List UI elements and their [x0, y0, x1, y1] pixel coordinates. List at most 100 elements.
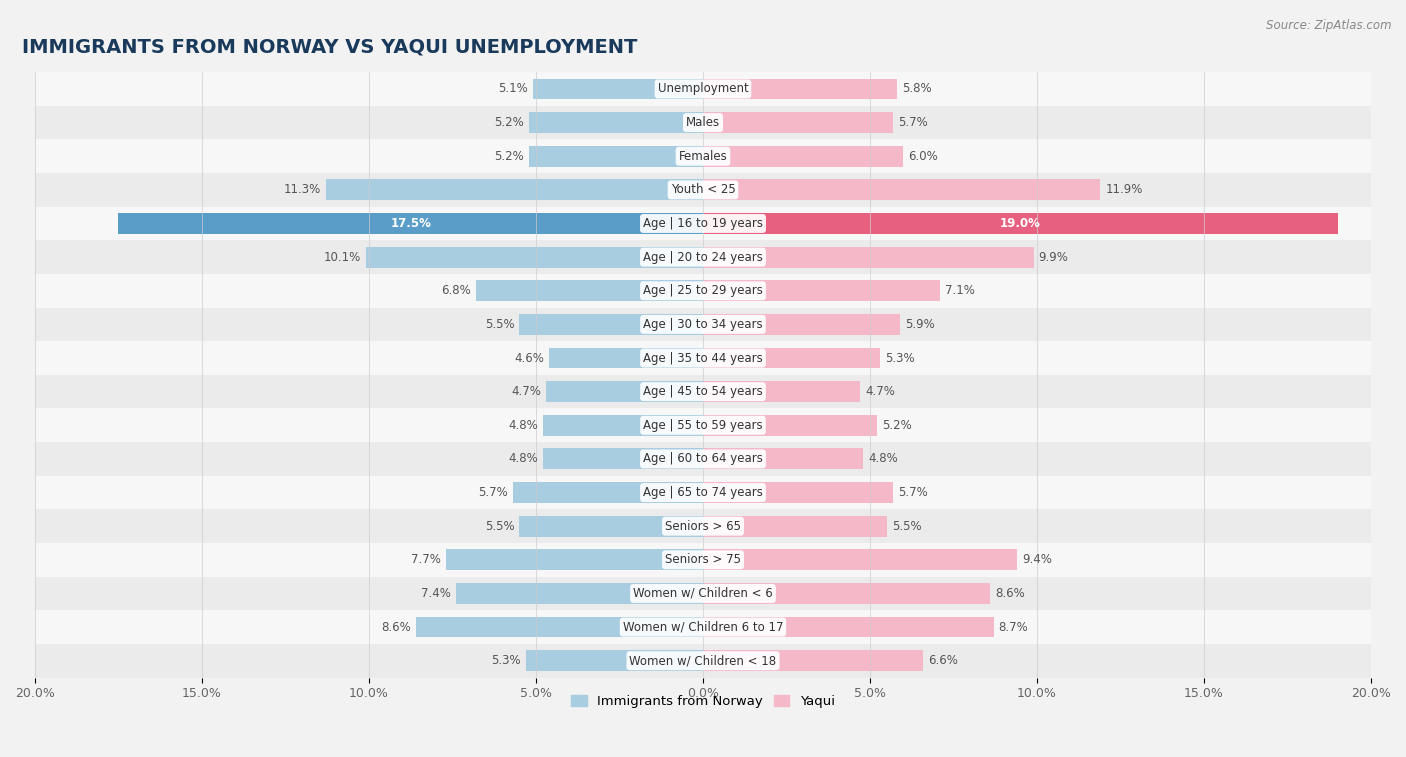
FancyBboxPatch shape [35, 475, 1371, 509]
Text: 4.7%: 4.7% [865, 385, 894, 398]
Bar [703, 347, 880, 369]
FancyBboxPatch shape [35, 274, 1371, 307]
FancyBboxPatch shape [35, 577, 1371, 610]
Bar [416, 617, 703, 637]
Bar [703, 617, 994, 637]
Bar [529, 146, 703, 167]
Text: 9.4%: 9.4% [1022, 553, 1052, 566]
FancyBboxPatch shape [35, 442, 1371, 475]
Bar [703, 146, 904, 167]
Text: Seniors > 65: Seniors > 65 [665, 519, 741, 533]
Bar [456, 583, 703, 604]
Text: Females: Females [679, 150, 727, 163]
Bar [703, 448, 863, 469]
Text: 8.6%: 8.6% [381, 621, 411, 634]
FancyBboxPatch shape [35, 240, 1371, 274]
Text: Age | 65 to 74 years: Age | 65 to 74 years [643, 486, 763, 499]
Text: 5.8%: 5.8% [901, 83, 931, 95]
Text: 6.0%: 6.0% [908, 150, 938, 163]
FancyBboxPatch shape [35, 139, 1371, 173]
Text: 5.5%: 5.5% [891, 519, 921, 533]
Text: 8.6%: 8.6% [995, 587, 1025, 600]
Text: 10.1%: 10.1% [323, 251, 360, 263]
Text: Source: ZipAtlas.com: Source: ZipAtlas.com [1267, 19, 1392, 32]
Text: 5.3%: 5.3% [491, 654, 522, 667]
Text: 6.8%: 6.8% [441, 285, 471, 298]
Text: Age | 45 to 54 years: Age | 45 to 54 years [643, 385, 763, 398]
Bar [703, 583, 990, 604]
Bar [529, 112, 703, 133]
Bar [703, 482, 893, 503]
FancyBboxPatch shape [35, 543, 1371, 577]
Text: 11.9%: 11.9% [1105, 183, 1143, 196]
Text: Age | 16 to 19 years: Age | 16 to 19 years [643, 217, 763, 230]
Bar [703, 314, 900, 335]
Bar [703, 550, 1017, 570]
Bar [703, 415, 877, 436]
Text: 7.1%: 7.1% [945, 285, 974, 298]
Text: Age | 20 to 24 years: Age | 20 to 24 years [643, 251, 763, 263]
Text: Unemployment: Unemployment [658, 83, 748, 95]
Bar [543, 415, 703, 436]
Text: 5.2%: 5.2% [495, 150, 524, 163]
Text: Age | 60 to 64 years: Age | 60 to 64 years [643, 453, 763, 466]
Bar [475, 280, 703, 301]
Text: 8.7%: 8.7% [998, 621, 1028, 634]
Text: Age | 30 to 34 years: Age | 30 to 34 years [643, 318, 763, 331]
Bar [546, 382, 703, 402]
Bar [703, 516, 887, 537]
FancyBboxPatch shape [35, 72, 1371, 106]
Text: 7.4%: 7.4% [420, 587, 451, 600]
Bar [703, 79, 897, 99]
FancyBboxPatch shape [35, 509, 1371, 543]
Text: Age | 55 to 59 years: Age | 55 to 59 years [643, 419, 763, 431]
FancyBboxPatch shape [35, 207, 1371, 240]
Text: 5.3%: 5.3% [884, 351, 915, 365]
Text: Males: Males [686, 116, 720, 129]
Text: 5.2%: 5.2% [495, 116, 524, 129]
FancyBboxPatch shape [35, 644, 1371, 678]
Bar [703, 382, 860, 402]
Text: 5.7%: 5.7% [478, 486, 508, 499]
Bar [703, 179, 1101, 201]
Text: 4.8%: 4.8% [508, 453, 537, 466]
Bar [703, 650, 924, 671]
FancyBboxPatch shape [35, 173, 1371, 207]
Text: 19.0%: 19.0% [1000, 217, 1040, 230]
Text: 4.6%: 4.6% [515, 351, 544, 365]
Bar [703, 280, 941, 301]
Text: Youth < 25: Youth < 25 [671, 183, 735, 196]
FancyBboxPatch shape [35, 610, 1371, 644]
Text: 5.7%: 5.7% [898, 116, 928, 129]
Text: IMMIGRANTS FROM NORWAY VS YAQUI UNEMPLOYMENT: IMMIGRANTS FROM NORWAY VS YAQUI UNEMPLOY… [21, 38, 637, 57]
Bar [543, 448, 703, 469]
Text: 5.7%: 5.7% [898, 486, 928, 499]
Text: 4.7%: 4.7% [512, 385, 541, 398]
Bar [533, 79, 703, 99]
FancyBboxPatch shape [35, 106, 1371, 139]
Legend: Immigrants from Norway, Yaqui: Immigrants from Norway, Yaqui [565, 690, 841, 713]
Text: Age | 25 to 29 years: Age | 25 to 29 years [643, 285, 763, 298]
Text: 6.6%: 6.6% [928, 654, 959, 667]
Text: 11.3%: 11.3% [283, 183, 321, 196]
Bar [326, 179, 703, 201]
Text: Women w/ Children < 18: Women w/ Children < 18 [630, 654, 776, 667]
FancyBboxPatch shape [35, 341, 1371, 375]
Text: 5.9%: 5.9% [905, 318, 935, 331]
Bar [513, 482, 703, 503]
Text: Seniors > 75: Seniors > 75 [665, 553, 741, 566]
Text: 9.9%: 9.9% [1039, 251, 1069, 263]
Bar [118, 213, 703, 234]
Text: Women w/ Children < 6: Women w/ Children < 6 [633, 587, 773, 600]
Bar [519, 516, 703, 537]
Bar [550, 347, 703, 369]
FancyBboxPatch shape [35, 307, 1371, 341]
Text: 5.5%: 5.5% [485, 318, 515, 331]
Bar [519, 314, 703, 335]
Bar [703, 112, 893, 133]
Text: 4.8%: 4.8% [508, 419, 537, 431]
Text: 4.8%: 4.8% [869, 453, 898, 466]
Text: 5.1%: 5.1% [498, 83, 527, 95]
FancyBboxPatch shape [35, 375, 1371, 409]
Text: 7.7%: 7.7% [411, 553, 441, 566]
